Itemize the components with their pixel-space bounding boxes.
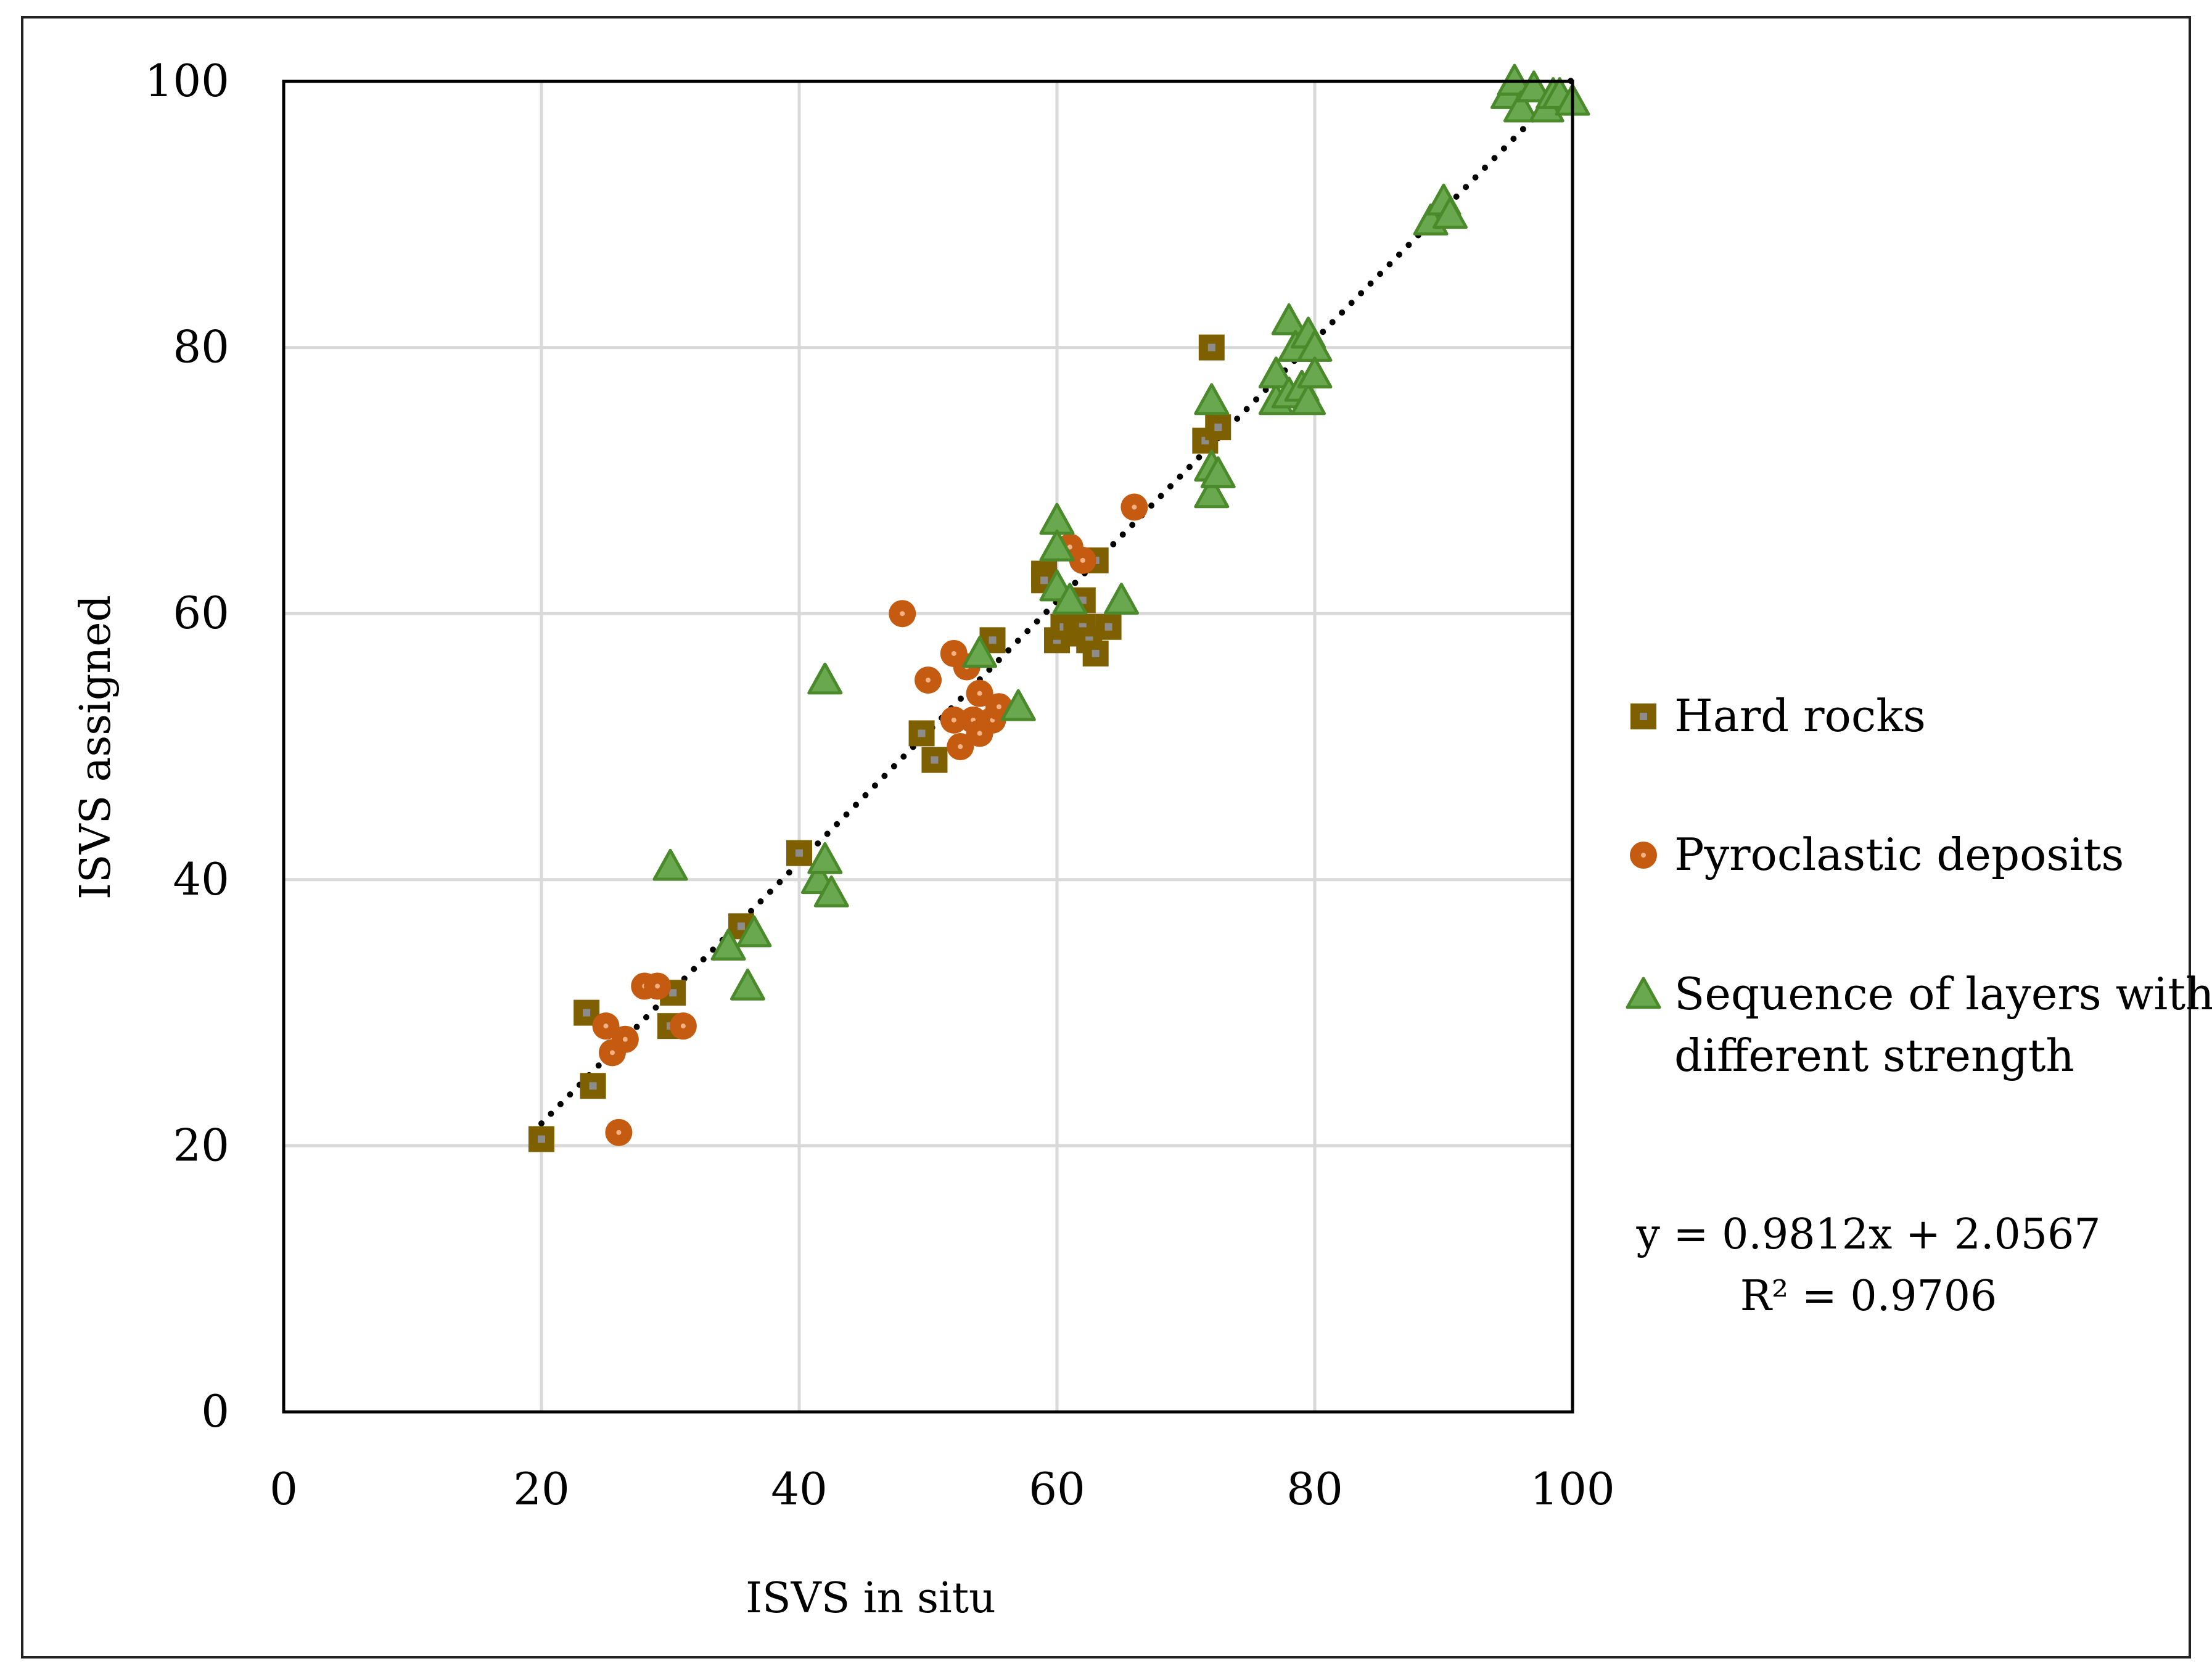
legend: Hard rocks Pyroclastic deposits Sequence… xyxy=(1626,690,2212,1081)
pyroclastic-point xyxy=(1069,546,1096,574)
y-tick-labels: 0 20 40 60 80 100 xyxy=(145,55,229,1437)
sequence-layers-point xyxy=(1503,90,1539,123)
x-tick-label: 100 xyxy=(1530,1463,1614,1515)
sequence-layers-point xyxy=(710,929,746,961)
sequence-layers-point xyxy=(1200,456,1236,488)
x-tick-label: 40 xyxy=(771,1463,828,1515)
x-axis-title: ISVS in situ xyxy=(746,1574,996,1623)
hard-rocks-point xyxy=(1205,414,1231,441)
plot-area xyxy=(282,80,1574,1414)
pyroclastic-point xyxy=(889,600,916,628)
trendline-r2: R² = 0.9706 xyxy=(1740,1272,1997,1321)
sequence-layers-point xyxy=(1039,529,1075,562)
hard-rocks-point xyxy=(580,1073,606,1099)
pyroclastic-point xyxy=(592,1012,620,1040)
sequence-layers-point xyxy=(813,875,849,908)
y-tick-label: 40 xyxy=(173,853,229,905)
pyroclastic-point xyxy=(947,733,974,760)
pyroclastic-point xyxy=(644,972,672,1000)
legend-label-pyroclastic: Pyroclastic deposits xyxy=(1674,829,2124,880)
pyroclastic-point xyxy=(605,1118,633,1146)
sequence-layers-point xyxy=(1194,476,1230,509)
pyroclastic-point xyxy=(940,706,968,734)
y-tick-label: 20 xyxy=(173,1119,229,1171)
sequence-layers-point xyxy=(807,662,843,695)
x-tick-label: 60 xyxy=(1029,1463,1085,1515)
y-axis-title: ISVS assigned xyxy=(72,595,120,900)
sequence-layers-point xyxy=(1194,383,1230,416)
legend-marker-circle xyxy=(1630,842,1657,869)
y-tick-label: 0 xyxy=(201,1385,229,1437)
figure-frame xyxy=(21,16,2191,1659)
legend-marker-square xyxy=(1630,703,1656,729)
sequence-layers-point xyxy=(962,636,998,668)
grid-lines xyxy=(284,81,1573,1412)
sequence-layers-point xyxy=(1000,689,1036,721)
sequence-layers-point xyxy=(1291,383,1326,416)
legend-label-sequence-line2: different strength xyxy=(1674,1030,2074,1081)
sequence-layers-point xyxy=(1297,356,1333,389)
sequence-layers-point xyxy=(1052,583,1088,615)
x-tick-labels: 0 20 40 60 80 100 xyxy=(269,1463,1615,1515)
x-tick-label: 0 xyxy=(269,1463,298,1515)
sequence-layers-point xyxy=(1432,197,1468,229)
pyroclastic-point xyxy=(1120,493,1148,521)
hard-rocks-point xyxy=(1082,640,1109,666)
pyroclastic-point xyxy=(915,666,942,694)
pyroclastic-point xyxy=(669,1012,697,1040)
legend-label-sequence-line1: Sequence of layers with xyxy=(1674,968,2212,1020)
sequence-layers-point xyxy=(1516,70,1552,103)
sequence-layers-point xyxy=(730,968,765,1001)
x-tick-label: 80 xyxy=(1286,1463,1343,1515)
hard-rocks-point xyxy=(1198,334,1225,361)
pyroclastic-point xyxy=(966,679,993,707)
sequence-layers-point xyxy=(1497,64,1532,96)
hard-rocks-point xyxy=(528,1126,554,1152)
y-tick-label: 100 xyxy=(145,55,229,107)
hard-rocks-point xyxy=(921,747,948,773)
hard-rocks-point xyxy=(786,840,812,866)
data-points xyxy=(528,64,1590,1152)
sequence-layers-point xyxy=(1104,583,1139,615)
y-tick-label: 80 xyxy=(173,321,229,373)
legend-label-hard-rocks: Hard rocks xyxy=(1674,690,1926,742)
sequence-layers-point xyxy=(807,842,843,874)
hard-rocks-point xyxy=(908,720,935,747)
sequence-layers-point xyxy=(1039,502,1075,535)
legend-markers xyxy=(1626,703,1661,1009)
sequence-layers-point xyxy=(652,848,688,881)
legend-marker-triangle xyxy=(1626,977,1661,1009)
hard-rocks-point xyxy=(1095,613,1122,640)
sequence-layers-point xyxy=(1258,356,1294,389)
y-tick-label: 60 xyxy=(173,587,229,639)
sequence-layers-point xyxy=(1271,303,1307,335)
trendline-equation: y = 0.9812x + 2.0567 xyxy=(1635,1210,2100,1259)
sequence-layers-point xyxy=(736,915,772,948)
pyroclastic-point xyxy=(611,1025,639,1053)
x-tick-label: 20 xyxy=(513,1463,570,1515)
